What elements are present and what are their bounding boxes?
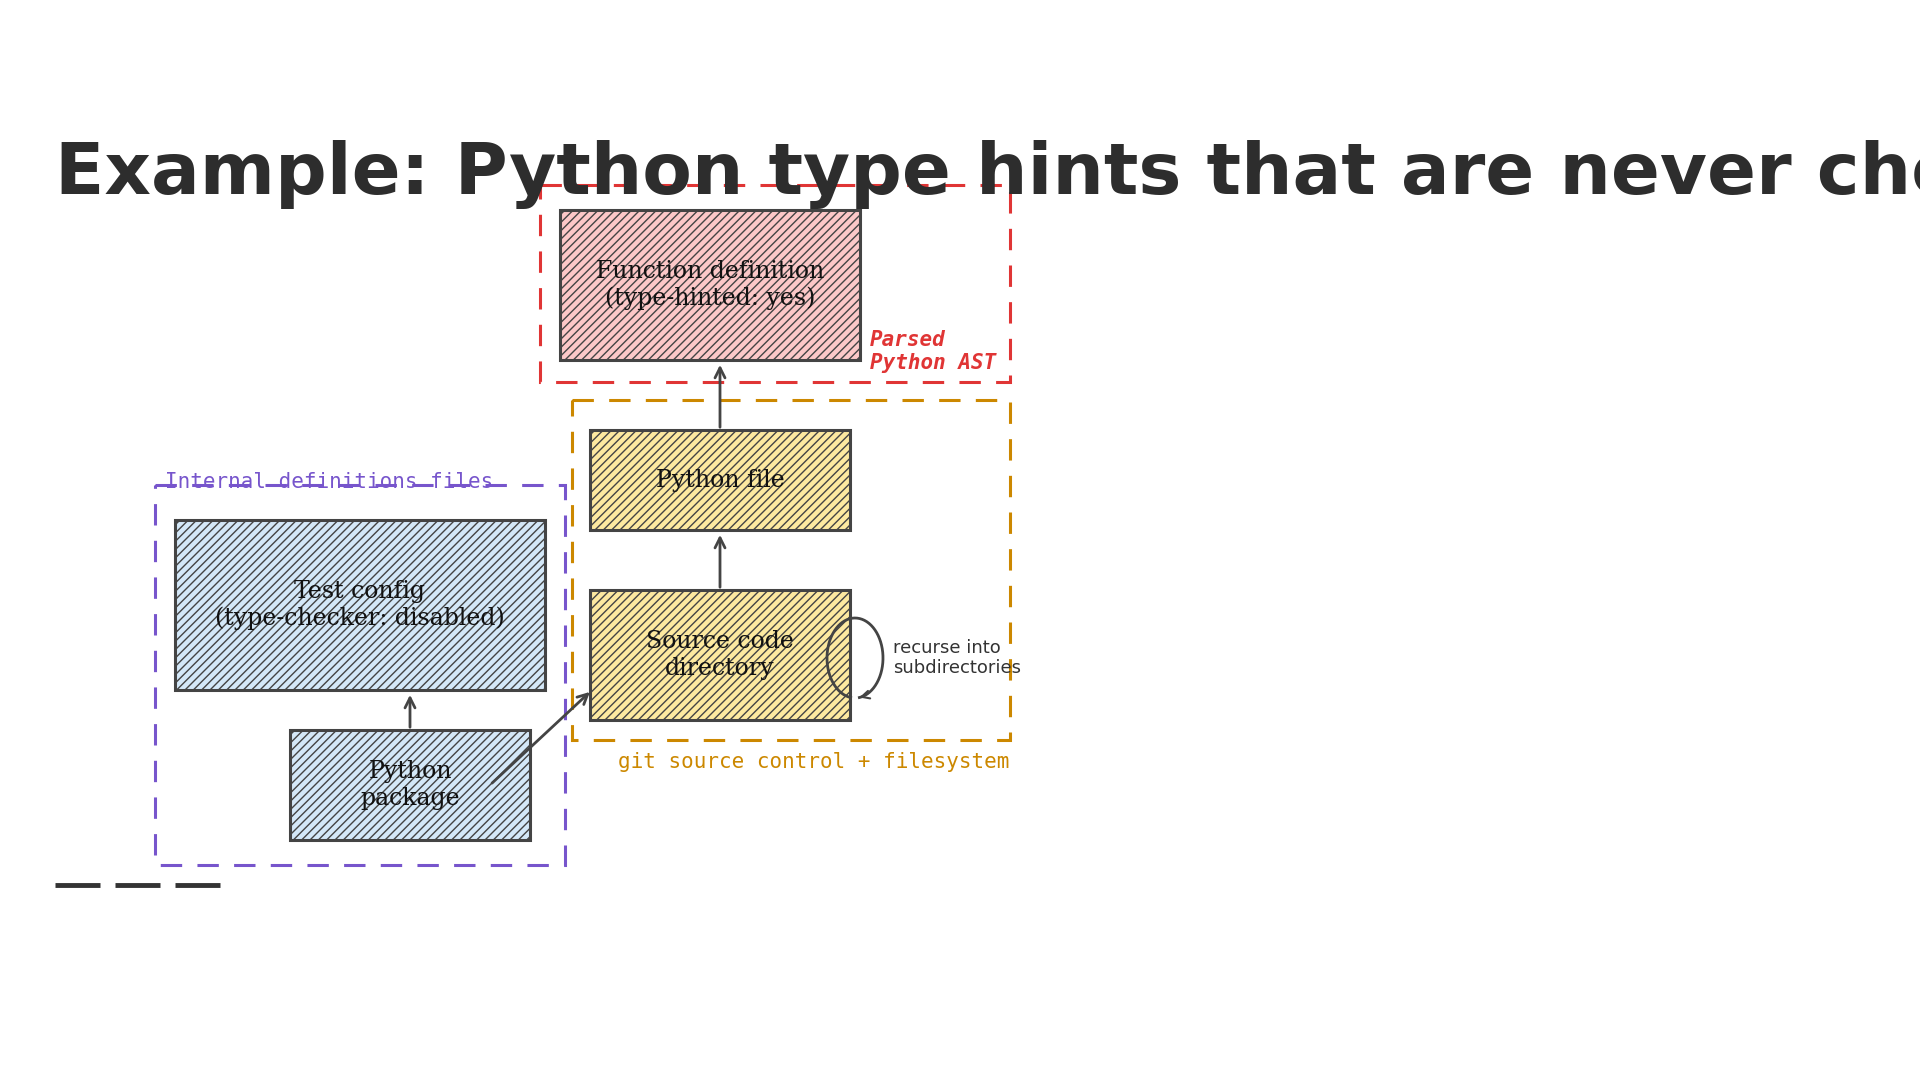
Bar xyxy=(156,485,564,865)
Bar xyxy=(572,400,1010,740)
Text: git source control + filesystem: git source control + filesystem xyxy=(618,752,1010,772)
Text: Function definition
(type-hinted: yes): Function definition (type-hinted: yes) xyxy=(595,260,824,310)
Text: Example: Python type hints that are never checked: Example: Python type hints that are neve… xyxy=(56,140,1920,210)
Bar xyxy=(540,185,1010,382)
Text: recurse into
subdirectories: recurse into subdirectories xyxy=(893,638,1021,677)
Bar xyxy=(589,430,851,530)
Bar xyxy=(589,590,851,720)
Text: Python
package: Python package xyxy=(361,760,459,810)
Text: Test config
(type-checker: disabled): Test config (type-checker: disabled) xyxy=(215,580,505,630)
Bar xyxy=(175,519,545,690)
Bar xyxy=(290,730,530,840)
Text: Source code
directory: Source code directory xyxy=(645,631,795,679)
Text: Parsed
Python AST: Parsed Python AST xyxy=(870,330,996,374)
Text: Python file: Python file xyxy=(655,469,785,491)
Text: Internal definitions files: Internal definitions files xyxy=(165,472,493,492)
Bar xyxy=(561,210,860,360)
